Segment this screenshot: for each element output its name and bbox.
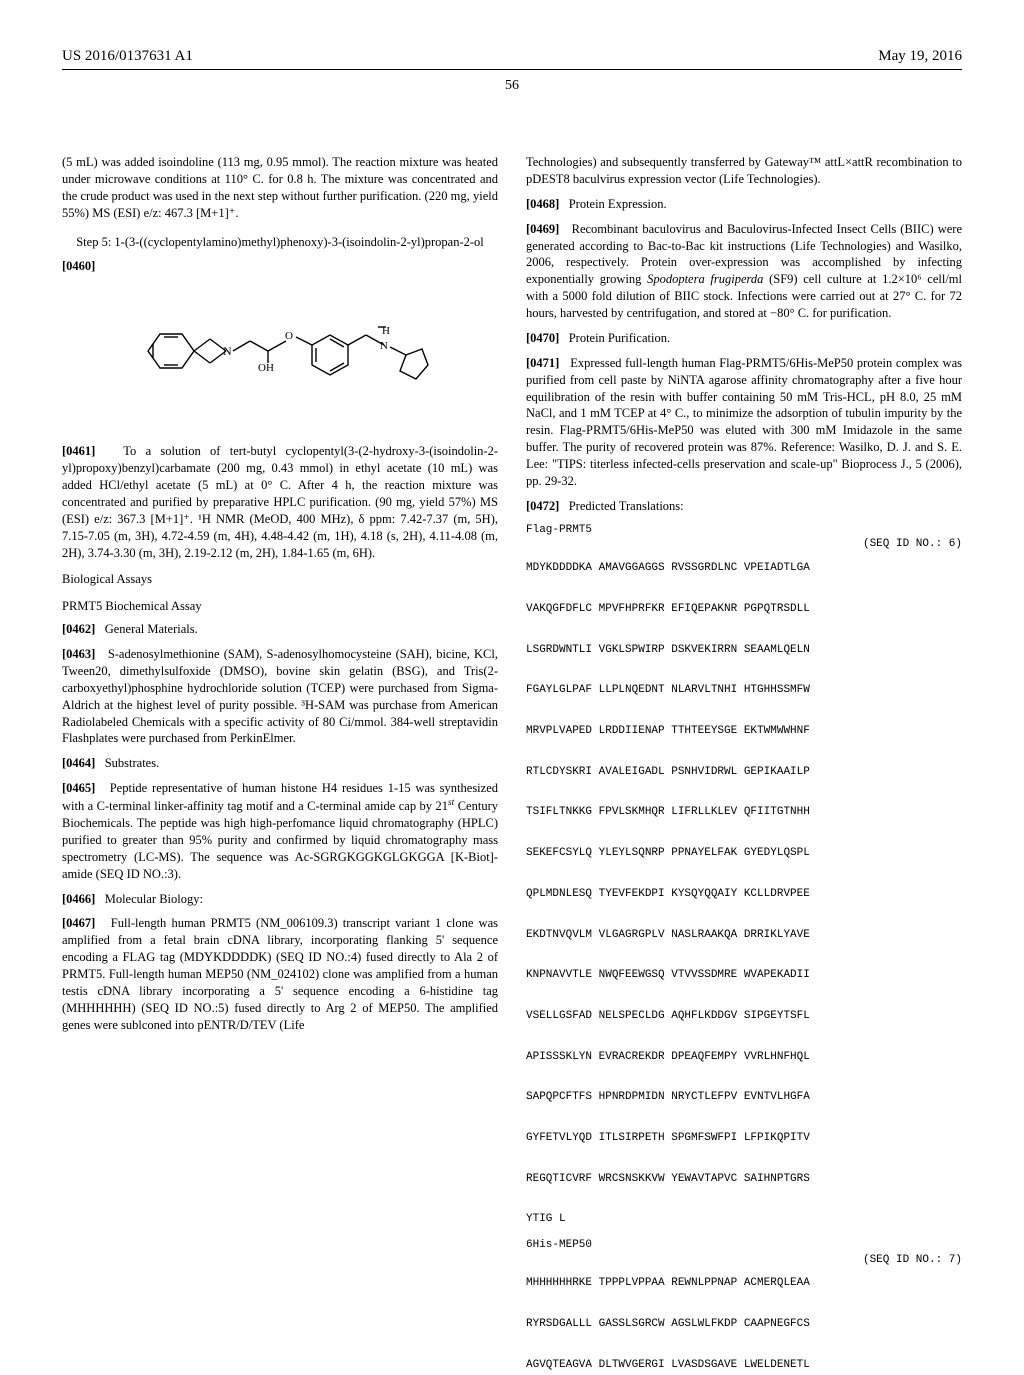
para-0460: [0460] xyxy=(62,258,498,275)
biological-assays-heading: Biological Assays xyxy=(62,571,498,588)
para-0463: [0463] S-adenosylmethionine (SAM), S-ade… xyxy=(62,646,498,747)
para-0471: [0471] Expressed full-length human Flag-… xyxy=(526,355,962,490)
species-name: Spodoptera frugiperda xyxy=(647,272,763,286)
para-0464: [0464] Substrates. xyxy=(62,755,498,772)
para-num-0462: [0462] xyxy=(62,622,95,636)
seq1-name: Flag-PRMT5 xyxy=(526,523,962,538)
chemical-structure: N OH O xyxy=(62,289,498,429)
two-column-layout: (5 mL) was added isoindoline (113 mg, 0.… xyxy=(62,154,962,1375)
seq2-name: 6His-MEP50 xyxy=(526,1238,962,1253)
p0470-text: Protein Purification. xyxy=(569,331,670,345)
para-num-0470: [0470] xyxy=(526,331,559,345)
seq2-lines: MHHHHHHRKE TPPPLVPPAA REWNLPPNAP ACMERQL… xyxy=(526,1273,962,1375)
para-0470: [0470] Protein Purification. xyxy=(526,330,962,347)
para-num-0464: [0464] xyxy=(62,756,95,770)
para-num-0467: [0467] xyxy=(62,916,95,930)
para-num-0460: [0460] xyxy=(62,259,95,273)
para-num-0471: [0471] xyxy=(526,356,559,370)
para-0472: [0472] Predicted Translations: xyxy=(526,498,962,515)
structure-svg: N OH O xyxy=(130,289,430,429)
p0472-text: Predicted Translations: xyxy=(569,499,684,513)
left-column: (5 mL) was added isoindoline (113 mg, 0.… xyxy=(62,154,498,1375)
para-0461: [0461] To a solution of tert-butyl cyclo… xyxy=(62,443,498,561)
para-num-0469: [0469] xyxy=(526,222,559,236)
seq1-lines: MDYKDDDDKA AMAVGGAGGS RVSSGRDLNC VPEIADT… xyxy=(526,558,962,1229)
p0471-text: Expressed full-length human Flag-PRMT5/6… xyxy=(526,356,962,488)
para-num-0465: [0465] xyxy=(62,781,95,795)
svg-text:N: N xyxy=(223,344,232,358)
prmt5-assay-heading: PRMT5 Biochemical Assay xyxy=(62,598,498,615)
para-0466: [0466] Molecular Biology: xyxy=(62,891,498,908)
p0465-text-a: Peptide representative of human histone … xyxy=(62,781,498,813)
svg-text:O: O xyxy=(285,330,293,342)
para-num-0472: [0472] xyxy=(526,499,559,513)
p0463-text: S-adenosylmethionine (SAM), S-adenosylho… xyxy=(62,647,498,745)
para-num-0468: [0468] xyxy=(526,197,559,211)
right-column: Technologies) and subsequently transferr… xyxy=(526,154,962,1375)
para-num-0463: [0463] xyxy=(62,647,95,661)
svg-text:N: N xyxy=(380,340,388,352)
para-0467: [0467] Full-length human PRMT5 (NM_00610… xyxy=(62,915,498,1033)
right-top-para: Technologies) and subsequently transferr… xyxy=(526,154,962,188)
intro-paragraph: (5 mL) was added isoindoline (113 mg, 0.… xyxy=(62,154,498,222)
para-0465: [0465] Peptide representative of human h… xyxy=(62,780,498,882)
para-0462: [0462] General Materials. xyxy=(62,621,498,638)
seq1-id: (SEQ ID NO.: 6) xyxy=(526,537,962,552)
p0464-text: Substrates. xyxy=(105,756,160,770)
publication-date: May 19, 2016 xyxy=(878,48,962,65)
header-rule xyxy=(62,69,962,70)
step-title: Step 5: 1-(3-((cyclopentylamino)methyl)p… xyxy=(62,234,498,251)
p0466-text: Molecular Biology: xyxy=(105,892,203,906)
p0461-text: To a solution of tert-butyl cyclopentyl(… xyxy=(62,444,498,559)
para-0468: [0468] Protein Expression. xyxy=(526,196,962,213)
seq2-id: (SEQ ID NO.: 7) xyxy=(526,1253,962,1268)
para-num-0461: [0461] xyxy=(62,444,95,458)
publication-number: US 2016/0137631 A1 xyxy=(62,48,193,65)
para-0469: [0469] Recombinant baculovirus and Bacul… xyxy=(526,221,962,322)
svg-text:OH: OH xyxy=(258,362,274,374)
p0468-text: Protein Expression. xyxy=(569,197,667,211)
p0467-text: Full-length human PRMT5 (NM_006109.3) tr… xyxy=(62,916,498,1031)
para-num-0466: [0466] xyxy=(62,892,95,906)
page-header: US 2016/0137631 A1 May 19, 2016 xyxy=(62,48,962,65)
p0462-text: General Materials. xyxy=(105,622,198,636)
page-number: 56 xyxy=(62,78,962,94)
